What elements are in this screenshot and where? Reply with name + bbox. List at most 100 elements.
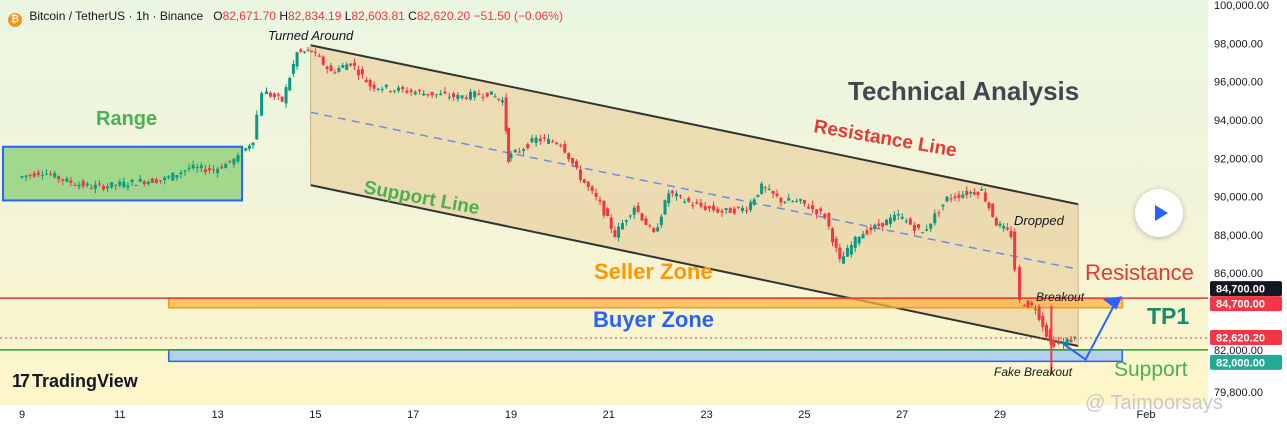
candle-body [624, 220, 628, 222]
high-label: H [279, 9, 288, 23]
y-tick-label: 94,000.00 [1214, 115, 1263, 127]
candle-body [752, 199, 756, 205]
candle-body [388, 91, 392, 93]
candle-body [159, 180, 163, 182]
candle-body [380, 89, 384, 91]
candle-body [811, 205, 815, 210]
candle-body [1013, 231, 1017, 270]
candle-body [861, 234, 865, 239]
candle-body [191, 164, 195, 169]
candle-body [313, 51, 317, 53]
candle-body [1018, 266, 1022, 301]
candle-body [598, 199, 602, 202]
candle-body [760, 183, 764, 194]
candle-body [65, 178, 69, 182]
candle-body [247, 145, 251, 149]
resistance-trendline [310, 44, 1079, 206]
candle-body [617, 226, 621, 238]
candle-body [171, 172, 175, 181]
candle-body [987, 202, 991, 209]
candle-body [953, 196, 957, 199]
bitcoin-icon: ₿ [8, 13, 22, 27]
candle-body [81, 180, 85, 187]
watermark: @ Taimoorsays [1085, 392, 1223, 414]
candle-body [179, 172, 183, 175]
candle-body [845, 247, 849, 257]
candle-body [659, 216, 663, 225]
candle-body [559, 144, 563, 146]
candle-body [353, 62, 357, 66]
tradingview-logo[interactable]: 17 TradingView [12, 371, 138, 392]
price-label: 82,000.00 [1216, 357, 1265, 369]
candle-body [493, 96, 497, 98]
candle-body [771, 190, 775, 194]
candle-body [628, 215, 632, 217]
candle-body [728, 207, 732, 213]
candle-body [575, 161, 579, 168]
candle-body [44, 173, 48, 175]
candle-body [567, 152, 571, 160]
candle-body [724, 208, 728, 211]
candle-body [85, 183, 89, 186]
candle-body [142, 181, 146, 185]
high-value: 82,834.19 [287, 9, 342, 23]
candle-body [473, 91, 477, 98]
candle-body [325, 66, 329, 69]
candle-body [648, 225, 652, 227]
candle-body [154, 179, 158, 183]
play-button[interactable] [1135, 189, 1183, 237]
candle-body [1026, 300, 1030, 308]
price-label-box [1210, 329, 1282, 345]
annotation-support: Support [1114, 358, 1188, 381]
candle-body [468, 91, 472, 100]
candle-body [280, 96, 284, 102]
candle-body [819, 208, 823, 212]
buyer-zone [167, 349, 1123, 363]
candle-body [368, 79, 372, 87]
candle-body [929, 223, 933, 229]
candle-body [1033, 308, 1037, 311]
x-tick-label: 25 [798, 409, 810, 421]
y-tick-label: 98,000.00 [1214, 38, 1263, 50]
candle-body [122, 181, 126, 188]
candle-body [337, 68, 341, 73]
candle-body [586, 181, 590, 188]
close-label: C [408, 9, 417, 23]
candle-body [991, 203, 995, 217]
candle-body [983, 192, 987, 202]
candle-body [602, 200, 606, 216]
candle-body [443, 91, 447, 94]
chart-title: Technical Analysis [848, 76, 1079, 106]
candle-body [542, 137, 546, 139]
candle-body [24, 175, 28, 177]
price-label: 84,700.00 [1216, 299, 1265, 311]
candle-body [795, 200, 799, 202]
candle-body [636, 205, 640, 212]
candle-body [452, 93, 456, 98]
support-trendline [310, 184, 1079, 347]
candle-body [1037, 306, 1041, 320]
x-tick-label: 11 [114, 409, 125, 421]
candle-body [823, 213, 827, 218]
candle-body [632, 207, 636, 215]
candle-body [138, 178, 142, 182]
candle-body [439, 93, 443, 96]
candle-body [783, 201, 787, 203]
candle-body [341, 65, 345, 68]
candle-body [97, 183, 101, 185]
candle-body [150, 178, 154, 183]
channel-fill [310, 45, 1079, 347]
y-tick-label: 86,000.00 [1214, 268, 1263, 280]
candle-body [534, 137, 538, 143]
candle-body [134, 184, 138, 186]
candle-body [509, 153, 513, 159]
candle-body [1022, 305, 1026, 307]
candle-body [707, 206, 711, 209]
candle-body [582, 179, 586, 183]
candle-body [969, 191, 973, 194]
candle-body [456, 94, 460, 99]
candle-body [61, 179, 65, 181]
candle-body [507, 128, 511, 162]
y-tick-label: 82,000.00 [1214, 345, 1263, 357]
